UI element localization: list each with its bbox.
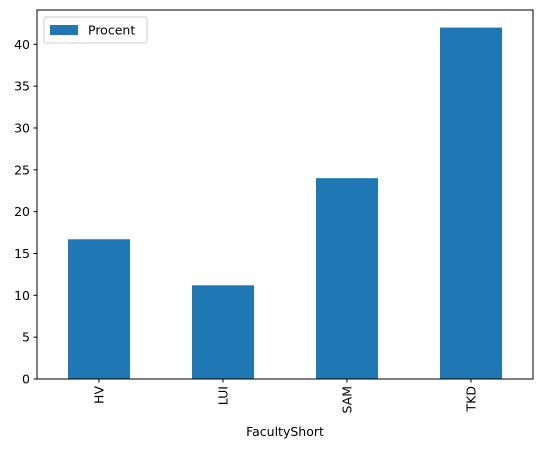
y-tick-label: 30 xyxy=(14,120,30,135)
y-tick-label: 25 xyxy=(14,162,30,177)
y-axis: 0 5 10 15 20 25 30 35 40 xyxy=(14,37,37,387)
plot-frame xyxy=(36,9,534,380)
x-tick-label-lui: LUI xyxy=(216,386,231,405)
y-tick-label: 40 xyxy=(14,37,30,52)
y-tick-label: 0 xyxy=(22,372,30,387)
x-tick-label-hv: HV xyxy=(92,386,107,404)
y-tick-label: 15 xyxy=(14,246,30,261)
legend: Procent xyxy=(43,16,148,44)
legend-label-procent: Procent xyxy=(88,23,135,38)
bar-tkd xyxy=(440,27,502,379)
y-tick-label: 10 xyxy=(14,288,30,303)
bar-hv xyxy=(68,239,130,379)
x-axis-label: FacultyShort xyxy=(246,424,324,439)
x-tick-label-tkd: TKD xyxy=(464,386,479,412)
y-tick-label: 20 xyxy=(14,204,30,219)
y-tick-label: 5 xyxy=(22,330,30,345)
x-tick-label-sam: SAM xyxy=(340,386,355,414)
x-axis: HV LUI SAM TKD xyxy=(92,379,479,414)
legend-box xyxy=(43,16,148,44)
legend-swatch-procent xyxy=(50,25,78,35)
bar-lui xyxy=(192,285,254,379)
y-tick-label: 35 xyxy=(14,79,30,94)
bars-group xyxy=(68,27,502,379)
bar-sam xyxy=(316,178,378,379)
